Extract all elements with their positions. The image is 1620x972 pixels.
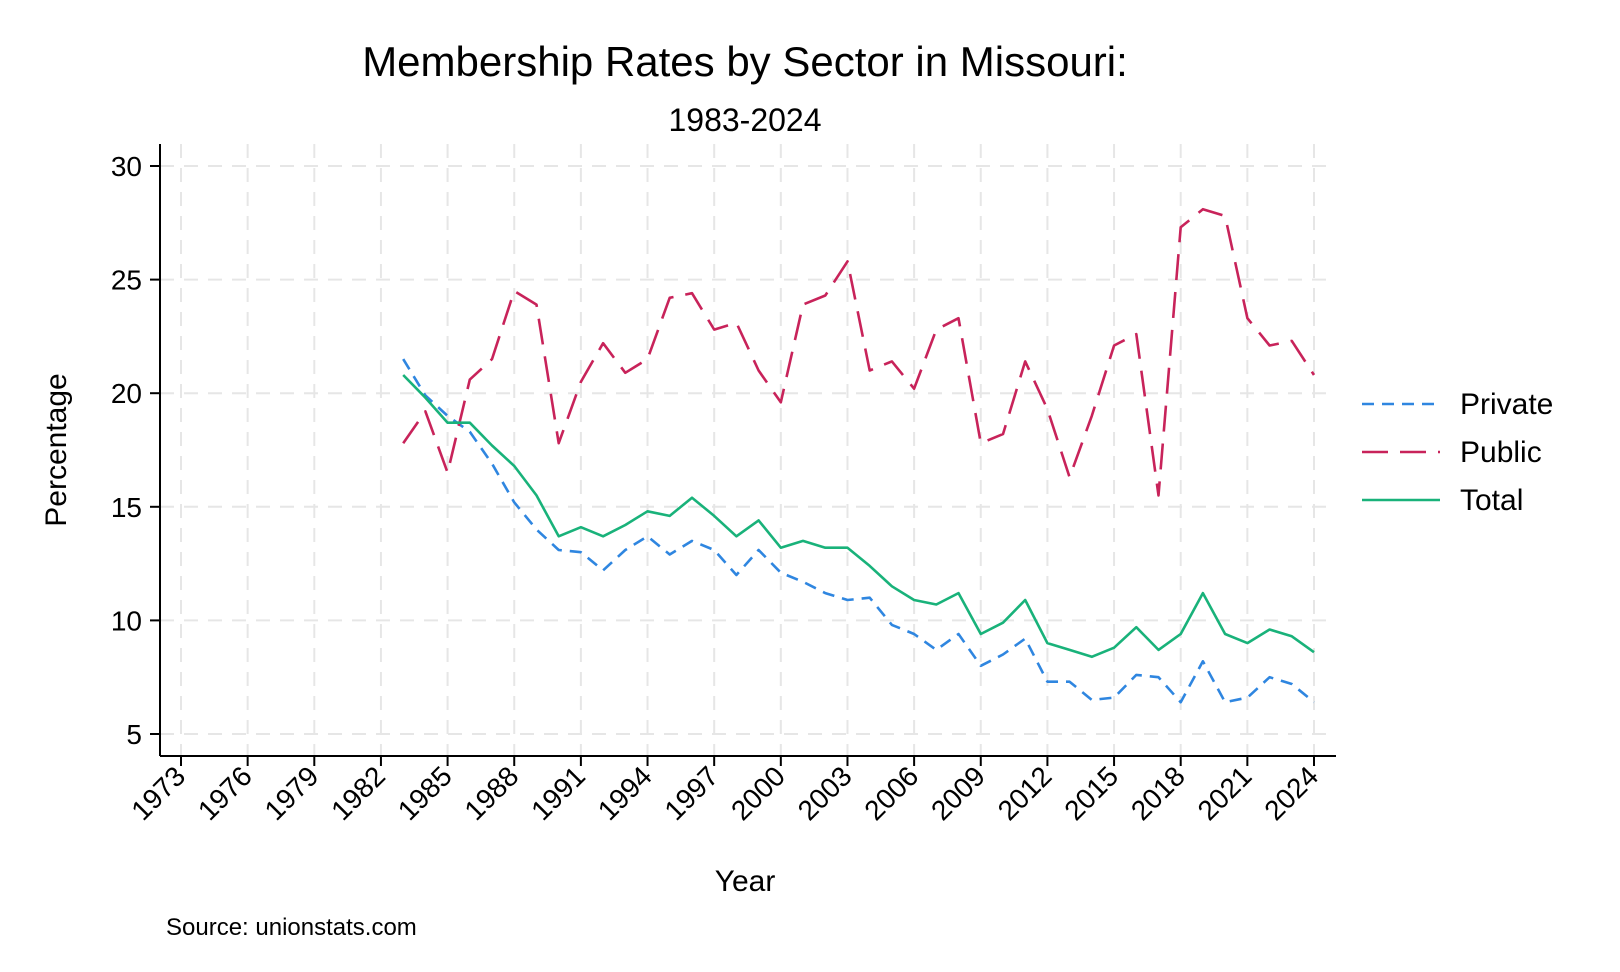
y-tick-label: 5 (126, 719, 142, 750)
x-tick-label: 2018 (1125, 760, 1191, 826)
x-tick-label: 2000 (725, 760, 791, 826)
x-tick-label: 2015 (1058, 760, 1124, 826)
x-tick-label: 2006 (858, 760, 924, 826)
legend-label-public: Public (1460, 436, 1542, 469)
x-tick-label: 1979 (259, 760, 325, 826)
gridlines (160, 144, 1336, 756)
y-ticks: 5 10 15 20 25 30 (111, 151, 160, 750)
x-tick-label: 1982 (325, 760, 391, 826)
x-tick-label: 2021 (1192, 760, 1258, 826)
legend-label-private: Private (1460, 388, 1553, 421)
x-tick-label: 1976 (192, 760, 258, 826)
y-tick-label: 20 (111, 378, 142, 409)
legend-label-total: Total (1460, 484, 1523, 517)
chart-title: Membership Rates by Sector in Missouri: (362, 38, 1128, 85)
x-tick-label: 2024 (1258, 760, 1324, 826)
source-note: Source: unionstats.com (166, 914, 417, 941)
series-lines (402, 207, 1316, 704)
x-tick-label: 1985 (392, 760, 458, 826)
chart-subtitle: 1983-2024 (668, 102, 821, 138)
y-tick-label: 10 (111, 605, 142, 636)
y-tick-label: 15 (111, 492, 142, 523)
series-line-total (402, 374, 1315, 659)
x-tick-label: 1997 (658, 760, 724, 826)
x-tick-label: 1994 (592, 760, 658, 826)
x-axis-label: Year (715, 865, 776, 898)
legend: Private Public Total (1362, 388, 1553, 517)
y-tick-label: 25 (111, 265, 142, 296)
axes (159, 144, 1336, 757)
x-tick-label: 2003 (792, 760, 858, 826)
x-tick-label: 2012 (992, 760, 1058, 826)
x-ticks: 1973 1976 1979 1982 1985 1988 1991 1994 1997 2000… (125, 756, 1324, 826)
series-line-public (402, 207, 1316, 497)
x-tick-label: 2009 (925, 760, 991, 826)
x-tick-label: 1988 (459, 760, 525, 826)
y-axis-label: Percentage (40, 373, 73, 526)
series-line-private (402, 358, 1315, 704)
x-tick-label: 1973 (125, 760, 191, 826)
y-tick-label: 30 (111, 151, 142, 182)
x-tick-label: 1991 (525, 760, 591, 826)
